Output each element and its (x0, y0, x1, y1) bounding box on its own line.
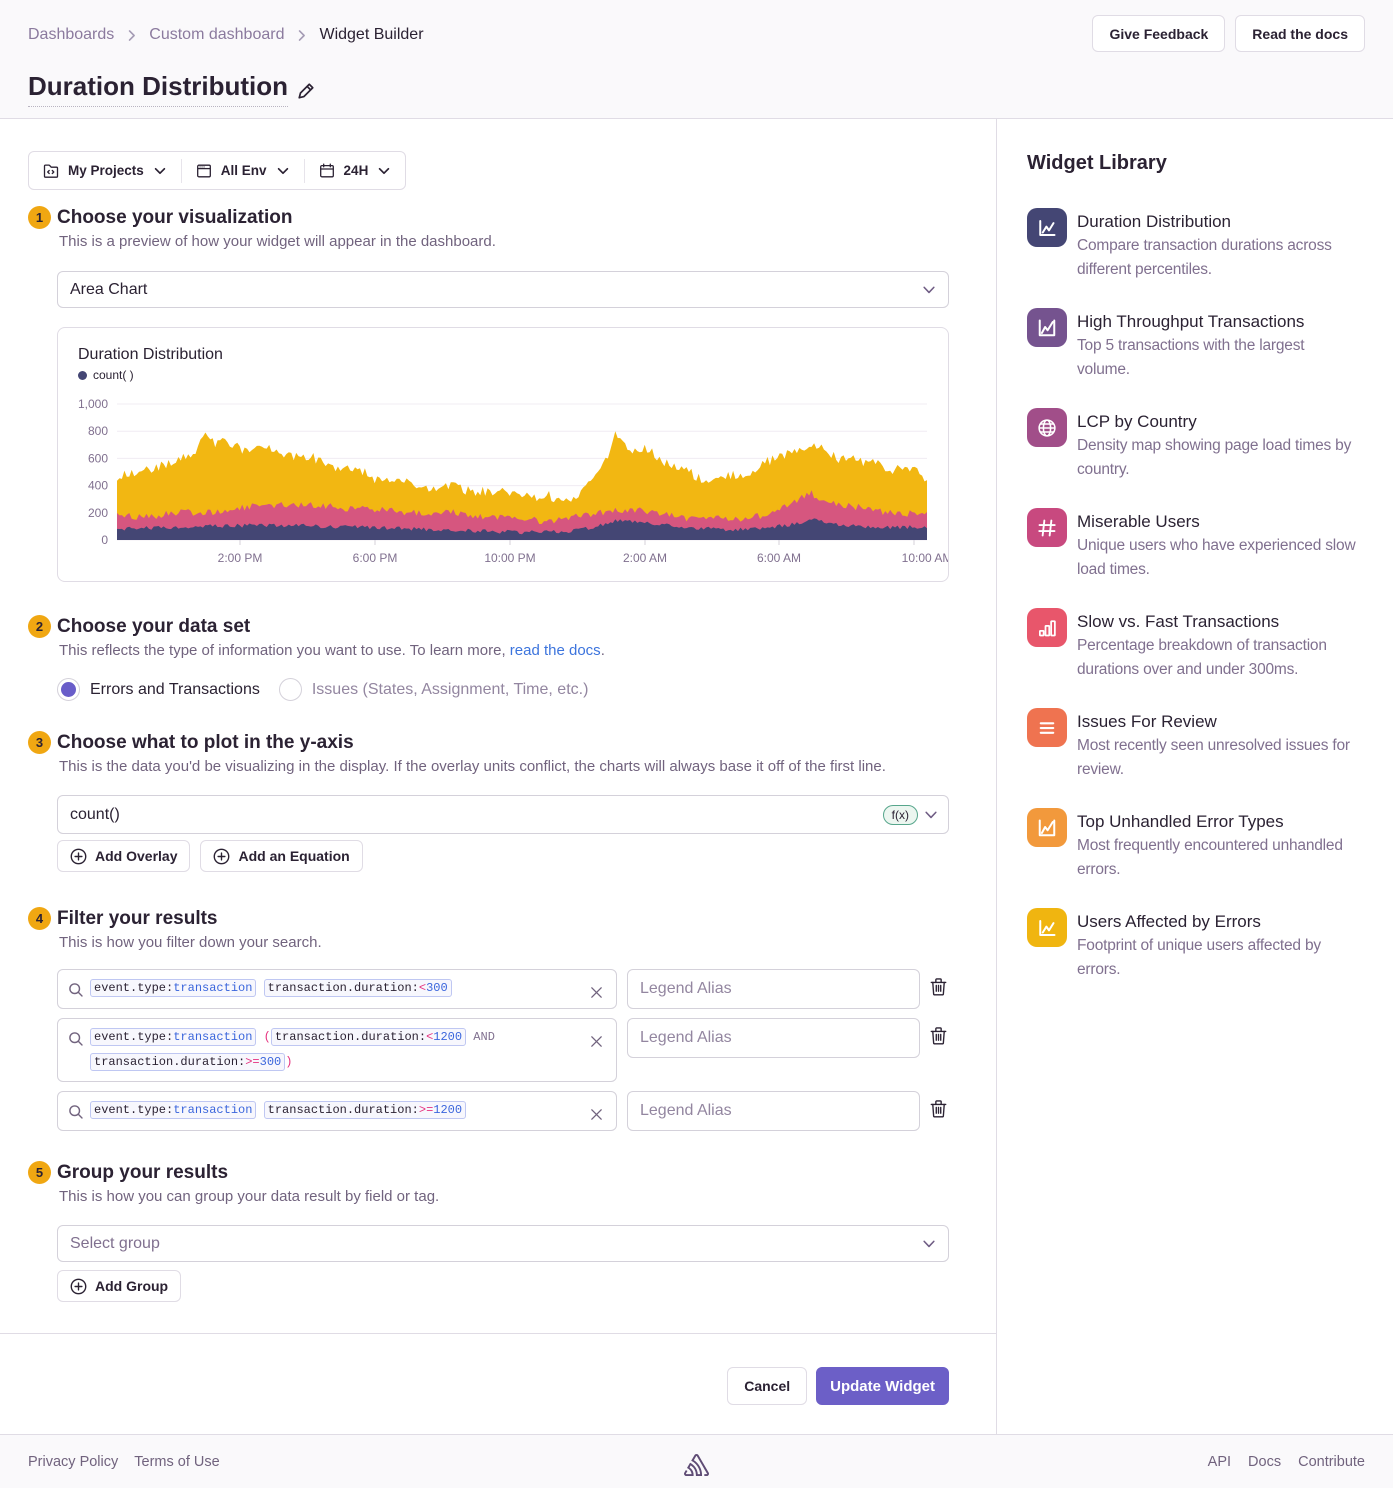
svg-text:6:00 PM: 6:00 PM (353, 551, 398, 564)
svg-text:200: 200 (88, 506, 108, 520)
svg-text:10:00 AM: 10:00 AM (902, 551, 949, 564)
svg-text:6:00 AM: 6:00 AM (757, 551, 801, 564)
svg-text:2:00 PM: 2:00 PM (218, 551, 263, 564)
svg-text:10:00 PM: 10:00 PM (484, 551, 535, 564)
svg-text:1,000: 1,000 (78, 397, 108, 411)
svg-text:400: 400 (88, 479, 108, 493)
svg-text:0: 0 (101, 533, 108, 547)
svg-text:600: 600 (88, 451, 108, 465)
svg-text:2:00 AM: 2:00 AM (623, 551, 667, 564)
svg-text:800: 800 (88, 424, 108, 438)
